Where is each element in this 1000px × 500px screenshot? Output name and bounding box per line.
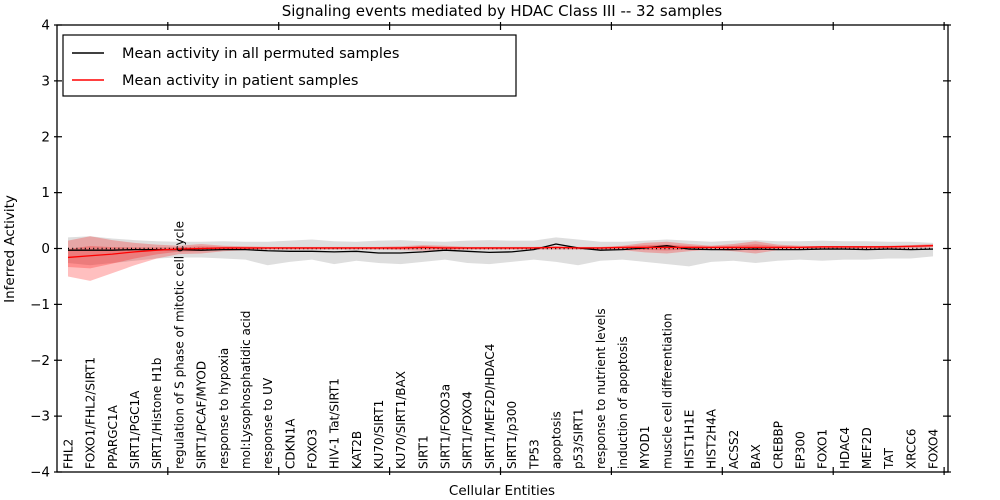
x-category-label: p53/SIRT1 (572, 408, 586, 469)
x-category-label: KU70/SIRT1/BAX (394, 371, 408, 469)
x-category-label: HIV-1 Tat/SIRT1 (328, 378, 342, 469)
x-category-label: SIRT1/FOXO4 (461, 391, 475, 469)
x-category-label: response to UV (261, 377, 275, 469)
x-axis-label: Cellular Entities (449, 483, 555, 499)
x-category-label: FOXO3 (305, 429, 319, 469)
x-category-label: SIRT1/MEF2D/HDAC4 (483, 344, 497, 469)
axis-frame (54, 22, 951, 475)
legend-box (62, 34, 517, 97)
x-category-label: response to hypoxia (217, 348, 231, 469)
x-category-label: mol:Lysophosphatidic acid (239, 311, 253, 469)
y-tick-label: −2 (30, 353, 50, 369)
x-category-label: HDAC4 (838, 427, 852, 469)
x-category-label: MEF2D (860, 427, 874, 469)
x-category-label: SIRT1/PCAF/MYOD (195, 361, 209, 469)
legend: Mean activity in all permuted samples Me… (62, 34, 517, 97)
x-category-label: FOXO1 (816, 429, 830, 469)
y-axis-label: Inferred Activity (2, 195, 18, 303)
x-category-label: CDKN1A (283, 418, 297, 469)
x-category-label: SIRT1/Histone H1b (150, 358, 164, 469)
y-tick-label: 3 (41, 73, 50, 89)
x-category-label: apoptosis (549, 411, 563, 469)
x-category-label: ACSS2 (727, 430, 741, 469)
confidence-bands (68, 236, 934, 281)
x-category-label: muscle cell differentiation (660, 313, 674, 469)
y-tick-label: −1 (30, 297, 50, 313)
x-category-labels: FHL2 FOXO1/FHL2/SIRT1 PPARGC1A SIRT1/PGC1A S… (62, 221, 941, 470)
y-tick-label: 2 (41, 129, 50, 145)
x-category-label: response to nutrient levels (594, 308, 608, 469)
x-category-label: HIST2H4A (705, 408, 719, 469)
y-tick-labels: −4 −3 −2 −1 0 1 2 3 4 (30, 18, 50, 481)
x-category-label: HIST1H1E (683, 410, 697, 469)
x-category-label: TAT (882, 447, 896, 470)
y-tick-label: −3 (30, 409, 50, 425)
x-category-label: TP53 (527, 439, 541, 470)
x-category-label: SIRT1/FOXO3a (439, 384, 453, 469)
mean-lines (67, 243, 934, 259)
y-tick-label: −4 (30, 465, 50, 481)
y-tick-label: 4 (41, 18, 50, 34)
x-category-label: FHL2 (62, 439, 76, 469)
x-category-label: induction of apoptosis (616, 336, 630, 469)
x-category-label: CREBBP (771, 421, 785, 469)
permuted-band (68, 236, 934, 267)
x-category-label: XRCC6 (904, 429, 918, 469)
x-category-label: EP300 (793, 431, 807, 469)
chart-title: Signaling events mediated by HDAC Class … (282, 2, 723, 20)
x-category-label: regulation of S phase of mitotic cell cy… (172, 221, 186, 469)
x-category-label: FOXO1/FHL2/SIRT1 (84, 357, 98, 469)
x-category-label: KU70/SIRT1 (372, 400, 386, 469)
x-category-label: FOXO4 (927, 429, 941, 469)
legend-label-permuted: Mean activity in all permuted samples (122, 46, 399, 62)
x-category-label: SIRT1/p300 (505, 401, 519, 469)
x-category-label: SIRT1/PGC1A (128, 390, 142, 469)
x-category-label: KAT2B (350, 431, 364, 469)
y-tick-label: 1 (41, 185, 50, 201)
x-category-label: SIRT1 (416, 435, 430, 469)
x-category-label: MYOD1 (638, 426, 652, 469)
x-category-label: PPARGC1A (106, 404, 120, 469)
legend-label-patient: Mean activity in patient samples (122, 73, 358, 89)
permuted-mean-line (68, 243, 934, 254)
y-tick-label: 0 (41, 241, 50, 257)
x-category-label: BAX (749, 444, 763, 469)
patient-mean-line (67, 245, 934, 259)
